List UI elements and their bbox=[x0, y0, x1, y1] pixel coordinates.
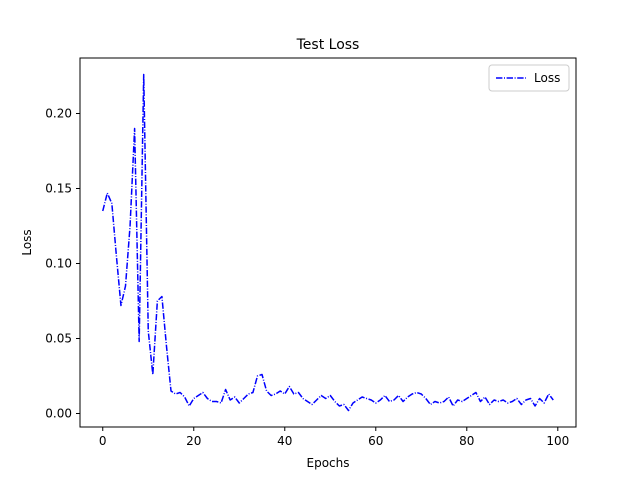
series-line-loss bbox=[102, 73, 554, 412]
y-tick-label: 0.10 bbox=[45, 257, 72, 271]
y-tick-label: 0.20 bbox=[45, 107, 72, 121]
legend-box bbox=[488, 64, 570, 92]
y-tick-label: 0.15 bbox=[45, 182, 72, 196]
tick-marks: 0 20 40 60 80 100 0.00 0.05 0.10 0.15 0.20 bbox=[45, 107, 569, 449]
x-tick-label: 0 bbox=[99, 434, 107, 448]
x-tick-label: 60 bbox=[368, 434, 383, 448]
axes-frame bbox=[79, 57, 577, 428]
y-axis-label: Loss bbox=[20, 229, 34, 255]
legend: Loss bbox=[488, 64, 570, 92]
plot-area bbox=[102, 73, 554, 412]
x-tick-label: 100 bbox=[546, 434, 569, 448]
legend-label-loss: Loss bbox=[534, 71, 560, 85]
x-axis-label: Epochs bbox=[307, 456, 350, 470]
y-tick-label: 0.00 bbox=[45, 407, 72, 421]
y-tick-label: 0.05 bbox=[45, 332, 72, 346]
x-tick-label: 20 bbox=[186, 434, 201, 448]
x-tick-label: 80 bbox=[459, 434, 474, 448]
chart-title: Test Loss bbox=[296, 37, 360, 53]
x-tick-label: 40 bbox=[277, 434, 292, 448]
